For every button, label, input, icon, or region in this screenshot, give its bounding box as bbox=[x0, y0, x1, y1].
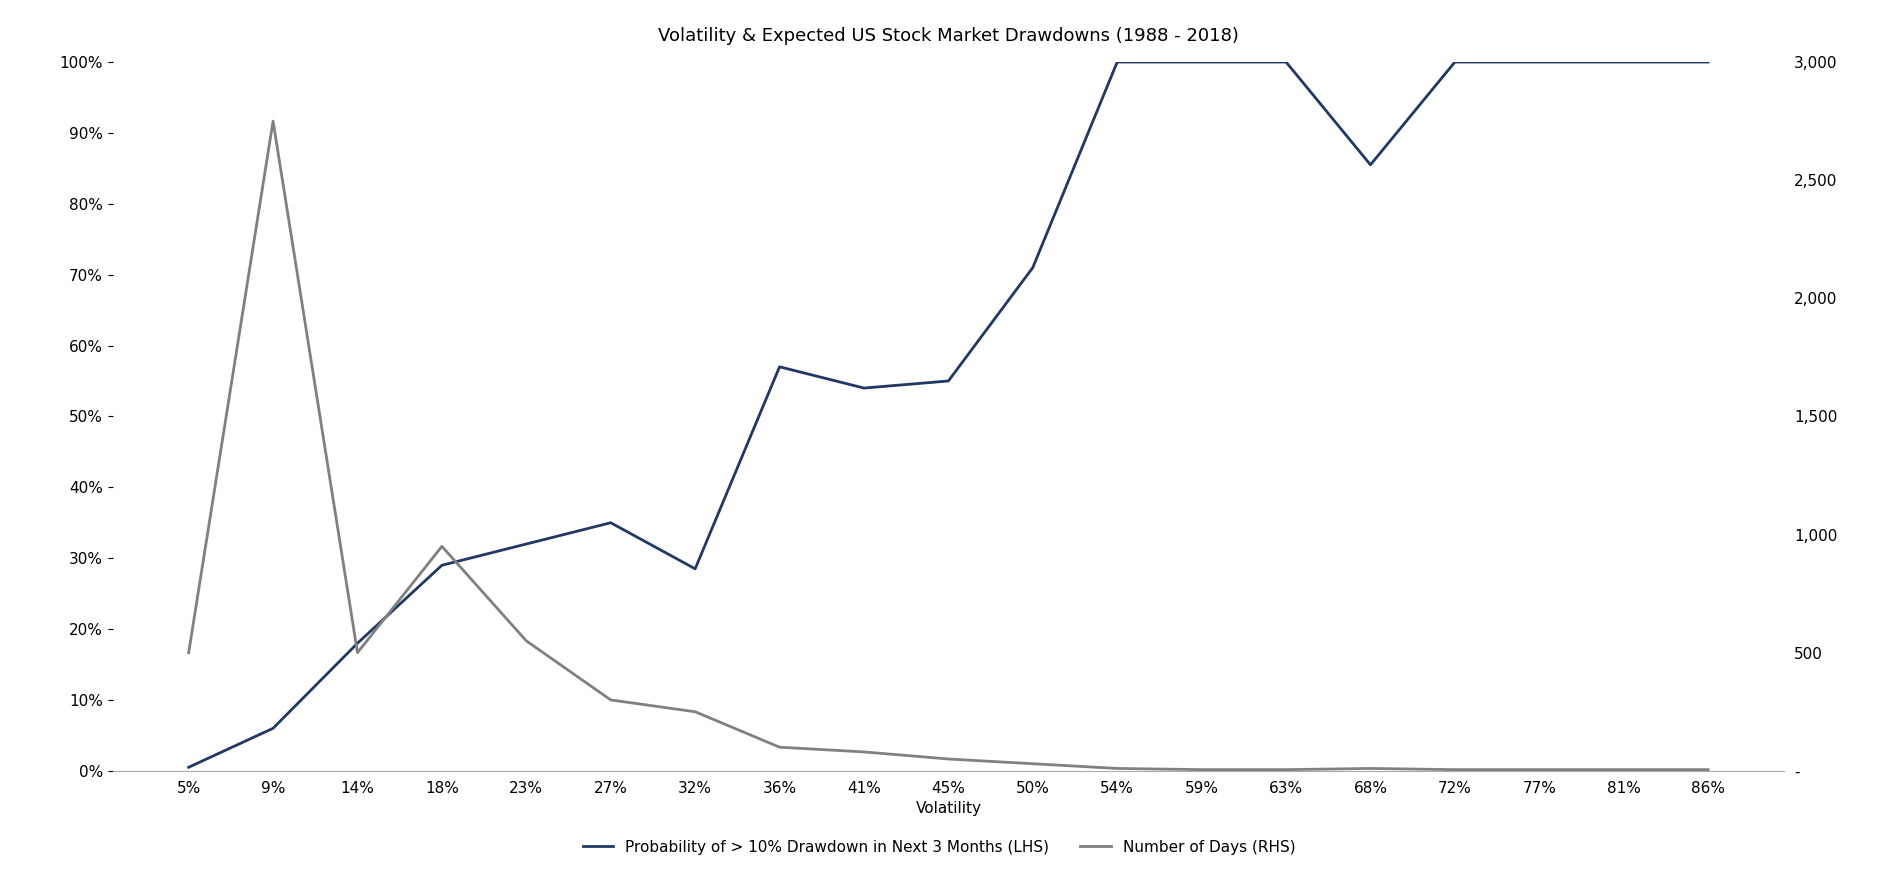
Legend: Probability of > 10% Drawdown in Next 3 Months (LHS), Number of Days (RHS): Probability of > 10% Drawdown in Next 3 … bbox=[577, 834, 1301, 860]
Title: Volatility & Expected US Stock Market Drawdowns (1988 - 2018): Volatility & Expected US Stock Market Dr… bbox=[657, 27, 1239, 45]
X-axis label: Volatility: Volatility bbox=[915, 801, 982, 816]
